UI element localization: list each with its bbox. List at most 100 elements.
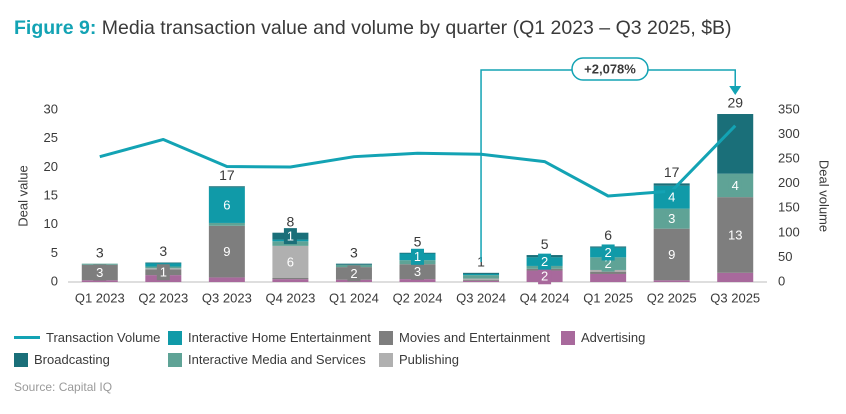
segment-label-box bbox=[665, 210, 679, 227]
segment-label: 13 bbox=[728, 227, 742, 242]
segment-label-box bbox=[725, 226, 746, 243]
bar-segment bbox=[81, 280, 118, 282]
x-tick-label: Q1 2025 bbox=[583, 290, 633, 305]
bar-segment bbox=[145, 262, 182, 264]
segment-label: 1 bbox=[287, 229, 294, 244]
legend-item-transaction-volume: Transaction Volume bbox=[14, 330, 160, 345]
y-axis-title: Deal value bbox=[15, 165, 30, 226]
bar-segment bbox=[463, 278, 500, 280]
segment-label-box bbox=[93, 264, 107, 281]
x-tick-label: Q4 2023 bbox=[265, 290, 315, 305]
segment-label-box bbox=[538, 253, 552, 270]
y2-tick-label: 50 bbox=[778, 249, 792, 264]
bar-segment bbox=[717, 272, 754, 282]
total-label: 3 bbox=[350, 244, 358, 260]
segment-label: 2 bbox=[605, 256, 612, 271]
segment-label: 2 bbox=[605, 245, 612, 260]
growth-label: +2,078% bbox=[584, 61, 636, 76]
y2-axis-title: Deal volume bbox=[817, 160, 832, 232]
bar-segment bbox=[653, 183, 690, 186]
bar-segment bbox=[208, 186, 245, 188]
legend-swatch bbox=[168, 352, 182, 367]
segment-label-box bbox=[347, 265, 361, 282]
y-tick-label: 0 bbox=[51, 273, 58, 288]
x-tick-label: Q2 2025 bbox=[647, 290, 697, 305]
bar-segment bbox=[717, 114, 754, 174]
y2-tick-label: 100 bbox=[778, 224, 800, 239]
title-text: Media transaction value and volume by qu… bbox=[101, 17, 732, 39]
bar-segment bbox=[653, 280, 690, 282]
bar-segment bbox=[463, 272, 500, 274]
segment-label-box bbox=[220, 243, 234, 260]
legend-label: Movies and Entertainment bbox=[399, 330, 551, 345]
segment-label-box bbox=[156, 264, 170, 281]
segment-label-box bbox=[283, 253, 297, 270]
legend-swatch bbox=[379, 352, 393, 367]
segment-label: 6 bbox=[287, 254, 294, 269]
bar-segment bbox=[335, 263, 372, 265]
segment-label: 2 bbox=[541, 269, 548, 284]
transaction-volume-line bbox=[99, 124, 737, 198]
segment-label-box bbox=[728, 177, 742, 194]
legend-swatch bbox=[379, 330, 393, 345]
legend-item-advertising: Advertising bbox=[561, 330, 645, 345]
x-tick-label: Q1 2024 bbox=[329, 290, 379, 305]
segment-label-box bbox=[283, 228, 297, 245]
y2-tick-label: 200 bbox=[778, 175, 800, 190]
segment-label-box bbox=[665, 189, 679, 206]
segment-label-box bbox=[411, 263, 424, 280]
segment-label: 9 bbox=[668, 247, 675, 262]
legend-swatch bbox=[14, 352, 28, 367]
bar-segment bbox=[590, 273, 627, 282]
growth-arrowhead bbox=[729, 86, 742, 95]
y-tick-label: 20 bbox=[44, 159, 58, 174]
y2-tick-label: 300 bbox=[778, 126, 800, 141]
y-tick-label: 30 bbox=[44, 101, 58, 116]
bar-segment bbox=[272, 277, 309, 280]
bar-segment bbox=[208, 277, 245, 282]
total-label: 3 bbox=[96, 244, 104, 260]
segment-label: 6 bbox=[223, 198, 230, 213]
figure-number: Figure 9: bbox=[14, 17, 97, 39]
bar-segment bbox=[399, 279, 436, 282]
y-tick-label: 5 bbox=[51, 245, 58, 260]
bar-segment bbox=[463, 280, 500, 282]
total-label: 17 bbox=[664, 164, 680, 180]
source-note: Source: Capital IQ bbox=[14, 380, 113, 394]
legend-item-movies-and-entertainment: Movies and Entertainment bbox=[379, 330, 550, 345]
segment-label: 3 bbox=[96, 265, 103, 280]
legend-line-swatch bbox=[14, 336, 40, 339]
x-tick-label: Q2 2023 bbox=[138, 290, 188, 305]
total-label: 5 bbox=[414, 233, 422, 249]
segment-label-box bbox=[220, 197, 234, 214]
legend-label: Broadcasting bbox=[34, 352, 110, 367]
x-tick-label: Q3 2025 bbox=[710, 290, 760, 305]
bar-segment bbox=[272, 279, 309, 282]
growth-badge bbox=[571, 57, 649, 81]
y-tick-label: 15 bbox=[44, 187, 58, 202]
bar-segment bbox=[463, 275, 500, 279]
legend-label: Advertising bbox=[581, 330, 646, 345]
chart-title: Figure 9: Media transaction value and vo… bbox=[14, 17, 732, 40]
legend-item-interactive-home-entertainment: Interactive Home Entertainment bbox=[168, 330, 371, 345]
y2-tick-label: 0 bbox=[778, 273, 785, 288]
segment-label: 1 bbox=[160, 265, 167, 280]
y-tick-label: 25 bbox=[44, 130, 58, 145]
x-tick-label: Q3 2024 bbox=[456, 290, 506, 305]
total-label: 17 bbox=[219, 167, 235, 183]
y-tick-label: 10 bbox=[44, 216, 58, 231]
y2-tick-label: 250 bbox=[778, 151, 800, 166]
total-label: 6 bbox=[604, 227, 612, 243]
y2-tick-label: 150 bbox=[778, 200, 800, 215]
segment-label: 9 bbox=[223, 244, 230, 259]
total-label: 8 bbox=[287, 213, 295, 229]
legend-swatch bbox=[168, 330, 182, 345]
segment-label: 3 bbox=[414, 264, 421, 279]
legend-label: Interactive Home Entertainment bbox=[188, 330, 371, 345]
bar-segment bbox=[81, 263, 118, 265]
legend-swatch bbox=[561, 330, 575, 345]
segment-label: 4 bbox=[732, 178, 739, 193]
legend-item-publishing: Publishing bbox=[379, 352, 459, 367]
legend-label: Publishing bbox=[399, 352, 459, 367]
